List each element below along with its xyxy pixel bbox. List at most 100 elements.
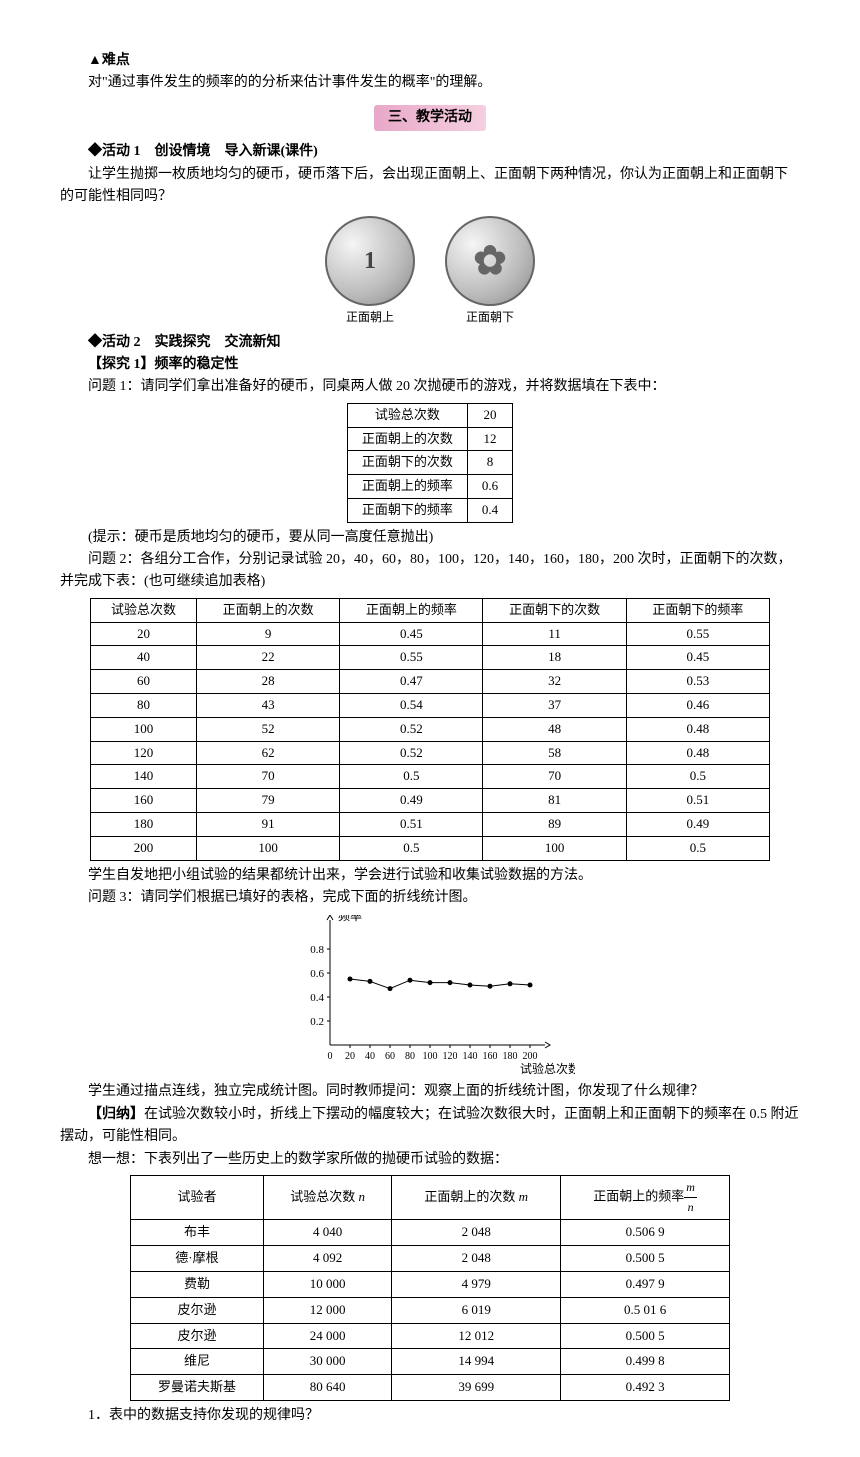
table3-cell: 30 000 [263,1349,391,1375]
line-chart: 0.20.40.60.8020406080100120140160180200频… [285,915,575,1075]
table2-cell: 70 [197,765,340,789]
table2-header: 正面朝下的频率 [626,598,769,622]
table2-cell: 79 [197,789,340,813]
table2-cell: 0.54 [340,694,483,718]
svg-text:60: 60 [385,1051,395,1062]
svg-text:140: 140 [463,1051,478,1062]
activity1-title: ◆活动 1 创设情境 导入新课(课件) [60,141,800,163]
table1-cell: 12 [467,427,512,451]
table1-cell: 正面朝下的次数 [347,451,467,475]
table2-cell: 160 [91,789,197,813]
coin-down-label: 正面朝下 [445,308,535,327]
table1-cell: 正面朝下的频率 [347,498,467,522]
table3-cell: 皮尔逊 [131,1297,264,1323]
table2-cell: 52 [197,717,340,741]
table2-cell: 43 [197,694,340,718]
table3-header: 试验总次数 n [263,1175,391,1219]
table2-cell: 0.55 [340,646,483,670]
table3-cell: 12 012 [392,1323,561,1349]
hint-text: (提示：硬币是质地均匀的硬币，要从同一高度任意抛出) [60,527,800,549]
summary-label: 【归纳】 [88,1107,144,1122]
section-banner: 三、教学活动 [374,105,486,131]
svg-text:0.4: 0.4 [310,992,324,1004]
table3-cell: 0.500 5 [561,1323,730,1349]
table2-cell: 200 [91,836,197,860]
svg-text:0.8: 0.8 [310,944,324,956]
table3-cell: 24 000 [263,1323,391,1349]
svg-text:160: 160 [483,1051,498,1062]
coin-up-wrap: 1 正面朝上 [325,216,415,327]
table3-header: 试验者 [131,1175,264,1219]
table2-cell: 0.51 [340,813,483,837]
table2-cell: 0.49 [626,813,769,837]
coin-down-wrap: 正面朝下 [445,216,535,327]
question-1: 问题 1：请同学们拿出准备好的硬币，同桌两人做 20 次抛硬币的游戏，并将数据填… [60,376,800,398]
table3-cell: 14 994 [392,1349,561,1375]
activity1-text: 让学生抛掷一枚质地均匀的硬币，硬币落下后，会出现正面朝上、正面朝下两种情况，你认… [60,164,800,209]
table3-cell: 罗曼诺夫斯基 [131,1375,264,1401]
table3-cell: 12 000 [263,1297,391,1323]
table3-cell: 0.5 01 6 [561,1297,730,1323]
table3-cell: 皮尔逊 [131,1323,264,1349]
final-question: 1．表中的数据支持你发现的规律吗？ [60,1405,800,1427]
table2-cell: 0.46 [626,694,769,718]
table2-cell: 0.52 [340,717,483,741]
table2-header: 正面朝上的频率 [340,598,483,622]
svg-text:40: 40 [365,1051,375,1062]
table3-cell: 0.500 5 [561,1246,730,1272]
table2-cell: 0.5 [340,765,483,789]
table2-cell: 20 [91,622,197,646]
summary: 【归纳】在试验次数较小时，折线上下摆动的幅度较大；在试验次数很大时，正面朝上和正… [60,1104,800,1149]
note-1: 学生自发地把小组试验的结果都统计出来，学会进行试验和收集试验数据的方法。 [60,865,800,887]
table3-header: 正面朝上的次数 m [392,1175,561,1219]
table3-cell: 费勒 [131,1271,264,1297]
question-2: 问题 2：各组分工合作，分别记录试验 20，40，60，80，100，120，1… [60,549,800,594]
table2-cell: 18 [483,646,626,670]
svg-text:0.6: 0.6 [310,968,324,980]
table2-cell: 100 [483,836,626,860]
svg-text:频率: 频率 [338,915,362,923]
table3-cell: 0.506 9 [561,1220,730,1246]
table2-cell: 0.49 [340,789,483,813]
section-banner-wrap: 三、教学活动 [60,101,800,135]
inquiry-label: 【探究 1】频率的稳定性 [60,354,800,376]
svg-text:200: 200 [523,1051,538,1062]
table2-cell: 9 [197,622,340,646]
table2-cell: 140 [91,765,197,789]
summary-text: 在试验次数较小时，折线上下摆动的幅度较大；在试验次数很大时，正面朝上和正面朝下的… [60,1107,799,1144]
table2-cell: 0.53 [626,670,769,694]
table2-cell: 37 [483,694,626,718]
table2-cell: 0.51 [626,789,769,813]
svg-text:180: 180 [503,1051,518,1062]
table2-cell: 0.5 [626,765,769,789]
svg-text:100: 100 [423,1051,438,1062]
table1-cell: 20 [467,403,512,427]
svg-text:试验总次数: 试验总次数 [520,1061,575,1075]
table1-cell: 试验总次数 [347,403,467,427]
table2-cell: 22 [197,646,340,670]
table2-header: 试验总次数 [91,598,197,622]
table3-cell: 0.499 8 [561,1349,730,1375]
table1-cell: 0.4 [467,498,512,522]
table2-cell: 0.47 [340,670,483,694]
table3-cell: 0.492 3 [561,1375,730,1401]
table2-header: 正面朝上的次数 [197,598,340,622]
table1-cell: 0.6 [467,475,512,499]
table3-cell: 4 092 [263,1246,391,1272]
table2-header: 正面朝下的次数 [483,598,626,622]
table3-cell: 4 040 [263,1220,391,1246]
svg-text:80: 80 [405,1051,415,1062]
svg-text:0: 0 [328,1051,333,1062]
table2-cell: 0.48 [626,717,769,741]
table3-cell: 4 979 [392,1271,561,1297]
table3-cell: 德·摩根 [131,1246,264,1272]
table2-cell: 100 [197,836,340,860]
table2-cell: 91 [197,813,340,837]
svg-text:0.2: 0.2 [310,1016,324,1028]
table3-cell: 39 699 [392,1375,561,1401]
table3-cell: 2 048 [392,1220,561,1246]
table3-cell: 维尼 [131,1349,264,1375]
table2-cell: 62 [197,741,340,765]
table2-cell: 58 [483,741,626,765]
table3-cell: 0.497 9 [561,1271,730,1297]
